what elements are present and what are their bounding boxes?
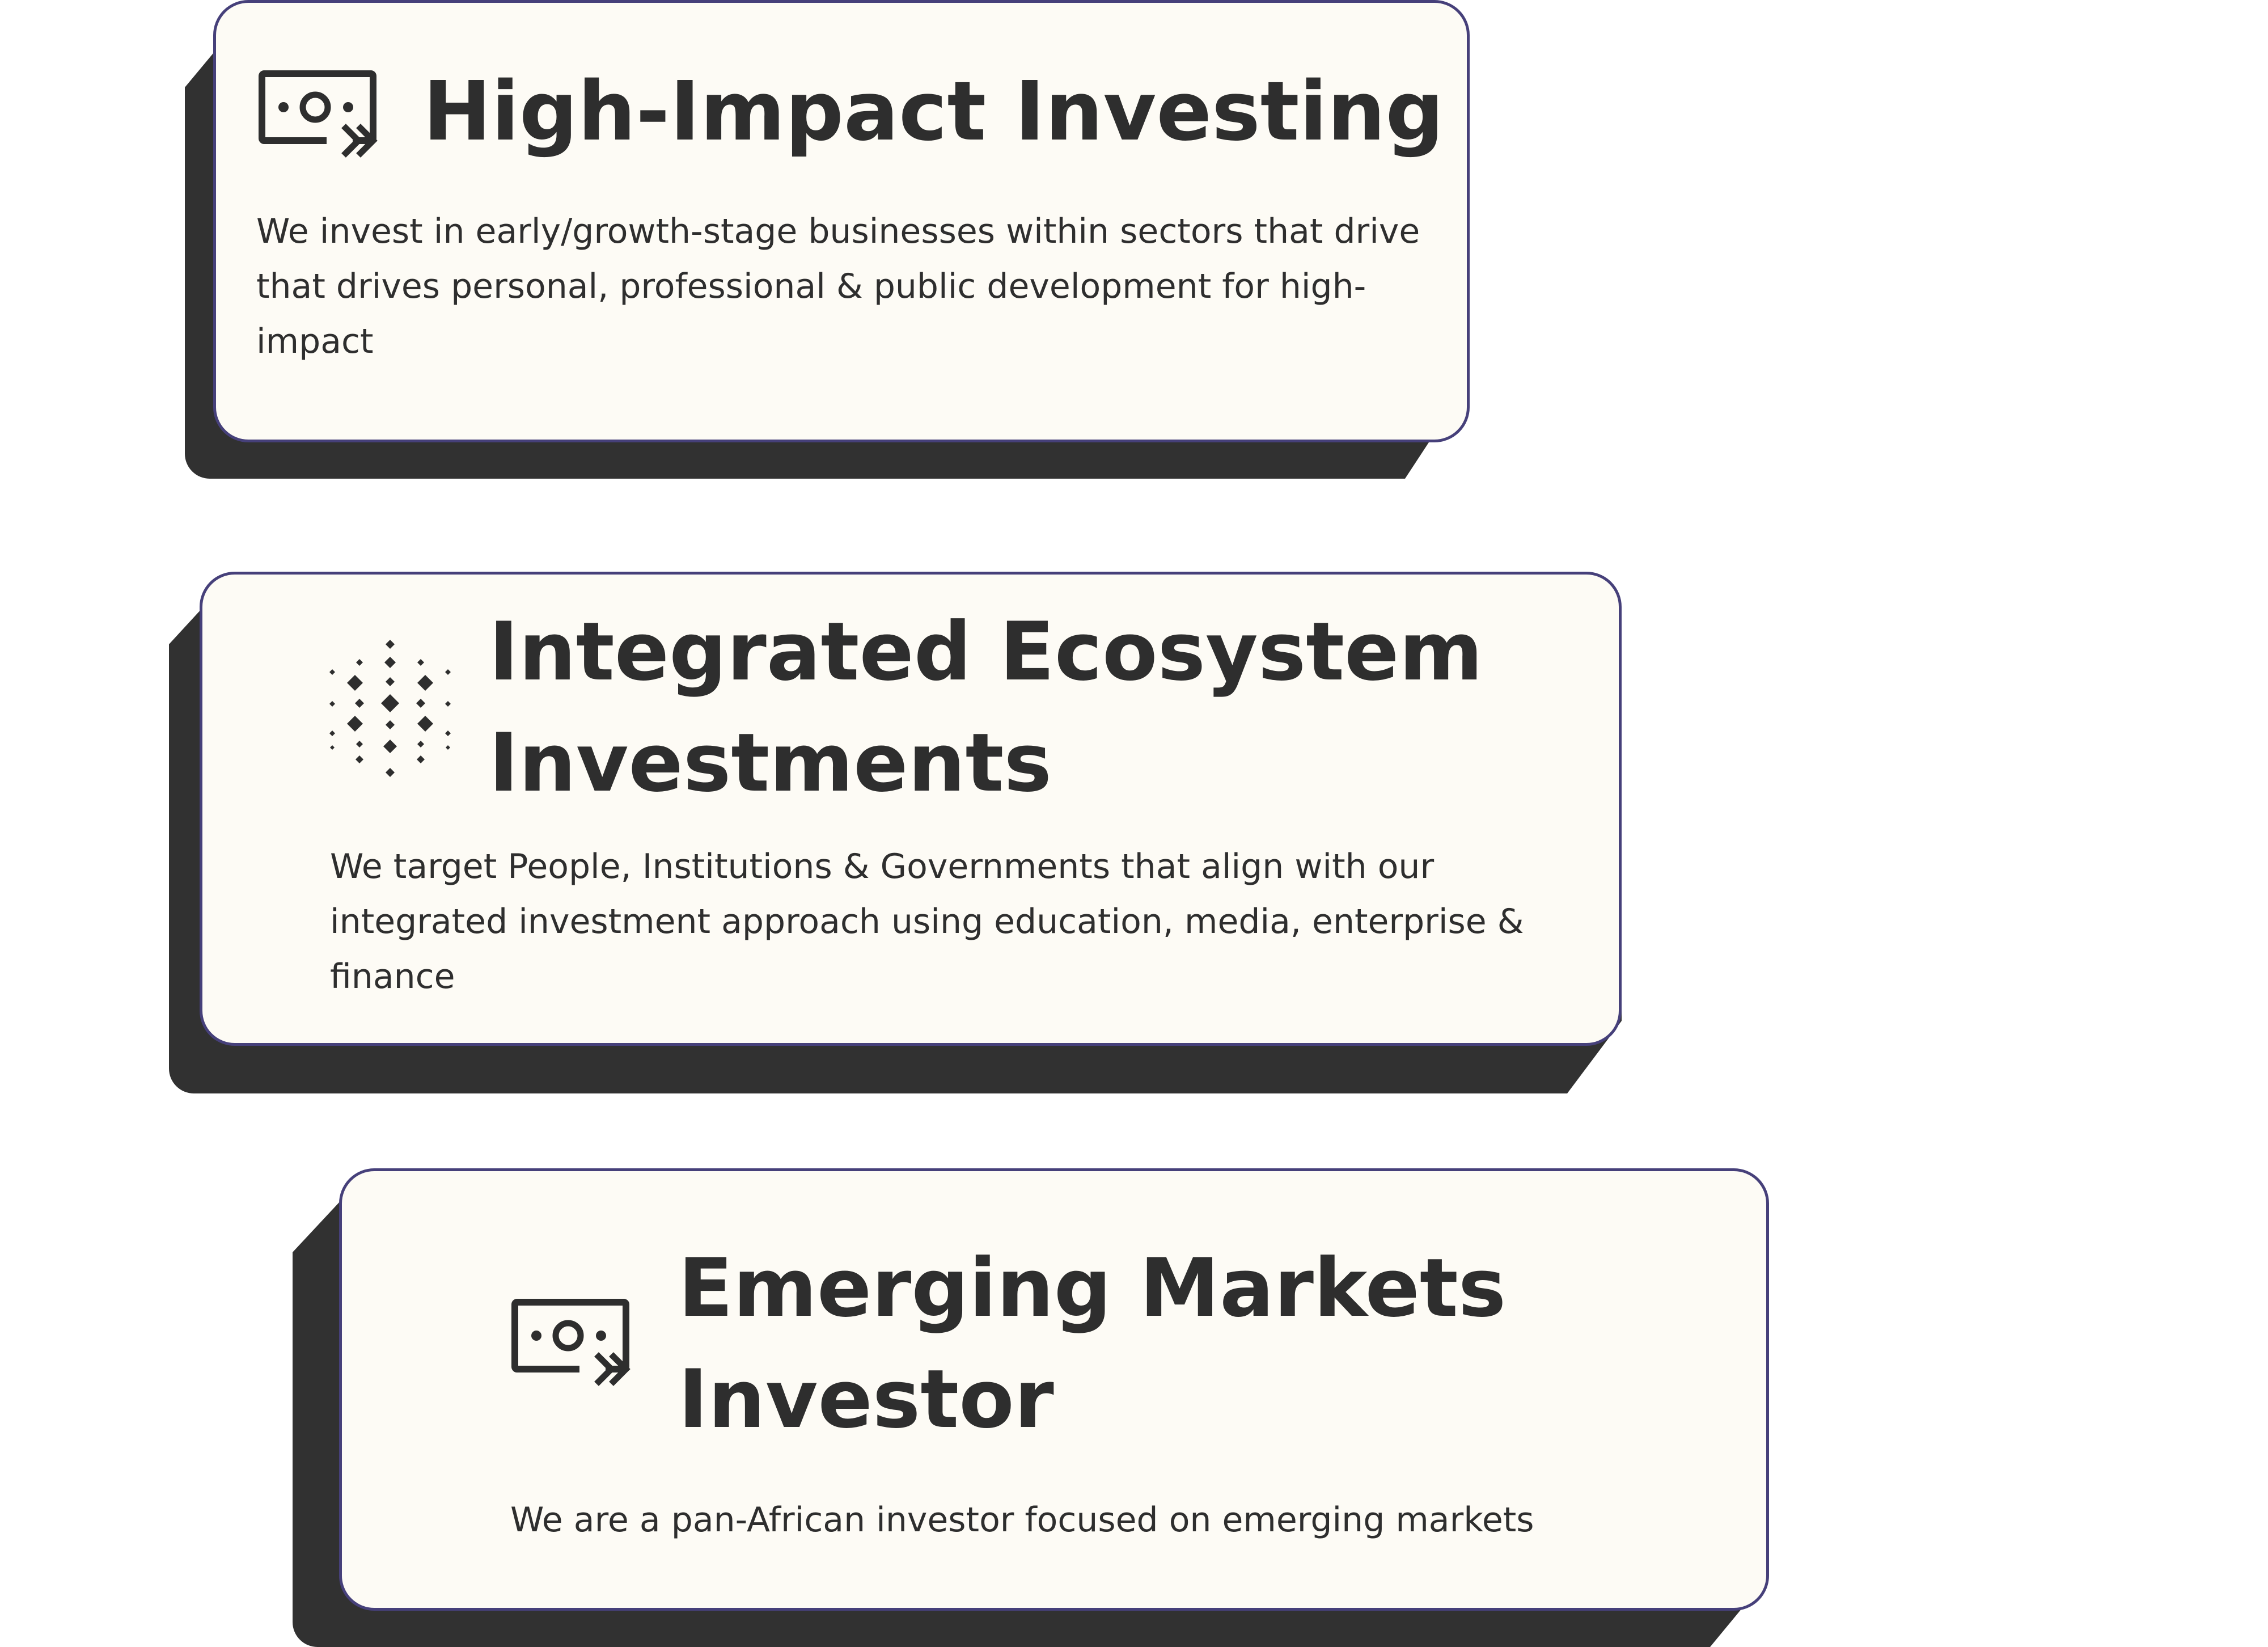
- card-panel: [200, 572, 1622, 1046]
- card-title: High-Impact Investing: [423, 64, 1444, 159]
- diamond-grid-icon: [328, 640, 452, 782]
- money-transfer-icon: [511, 1299, 636, 1390]
- card-panel: [339, 1168, 1769, 1611]
- card-description: We are a pan-African investor focused on…: [510, 1500, 1534, 1540]
- card-description: We invest in early/growth-stage business…: [256, 212, 1420, 361]
- card-title: Integrated Ecosystem Investments: [489, 605, 1483, 810]
- money-transfer-icon: [259, 70, 383, 161]
- card-panel: [213, 0, 1470, 442]
- card-description: We target People, Institutions & Governm…: [330, 847, 1524, 996]
- card-title: Emerging Markets Investor: [678, 1241, 1507, 1446]
